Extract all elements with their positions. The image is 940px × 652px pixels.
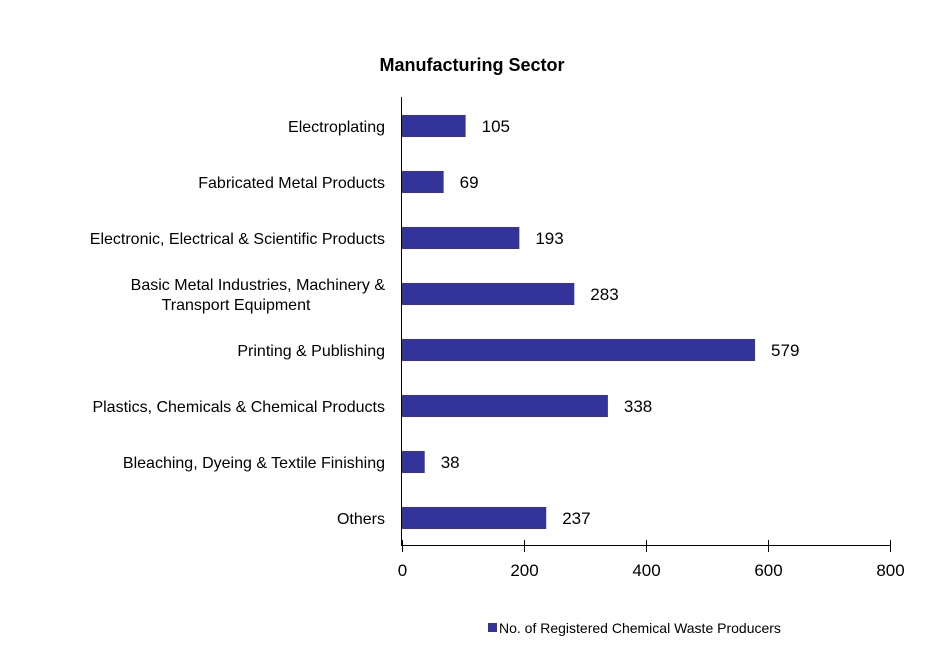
- data-label: 579: [771, 341, 799, 360]
- data-label: 105: [482, 117, 510, 136]
- category-label: Fabricated Metal Products: [198, 175, 385, 192]
- category-label: Printing & Publishing: [237, 343, 385, 360]
- bar: [401, 283, 575, 305]
- x-tick-label: 0: [398, 561, 407, 580]
- x-tick-label: 400: [632, 561, 660, 580]
- category-label: Others: [337, 511, 385, 528]
- category-label: Basic Metal Industries, Machinery &: [131, 277, 386, 294]
- data-label: 193: [535, 229, 563, 248]
- x-tick-label: 600: [754, 561, 782, 580]
- category-label: Electroplating: [288, 119, 385, 136]
- bar: [401, 227, 520, 249]
- data-label: 38: [441, 453, 460, 472]
- bar: [401, 395, 608, 417]
- x-tick-label: 800: [876, 561, 904, 580]
- category-label: Plastics, Chemicals & Chemical Products: [92, 399, 385, 416]
- bar: [401, 451, 425, 473]
- legend-label: No. of Registered Chemical Waste Produce…: [499, 620, 781, 636]
- bar: [401, 507, 547, 529]
- data-label: 237: [562, 509, 590, 528]
- x-tick-label: 200: [510, 561, 538, 580]
- category-label: Transport Equipment: [162, 297, 311, 314]
- data-label: 338: [624, 397, 652, 416]
- bar: [401, 339, 756, 361]
- data-label: 283: [590, 285, 618, 304]
- category-label: Electronic, Electrical & Scientific Prod…: [90, 231, 385, 248]
- bar: [401, 115, 466, 137]
- data-label: 69: [460, 173, 479, 192]
- chart-title: Manufacturing Sector: [379, 55, 564, 75]
- category-label: Bleaching, Dyeing & Textile Finishing: [123, 455, 385, 472]
- legend: No. of Registered Chemical Waste Produce…: [488, 620, 781, 636]
- legend-swatch: [488, 623, 497, 632]
- bar: [401, 171, 444, 193]
